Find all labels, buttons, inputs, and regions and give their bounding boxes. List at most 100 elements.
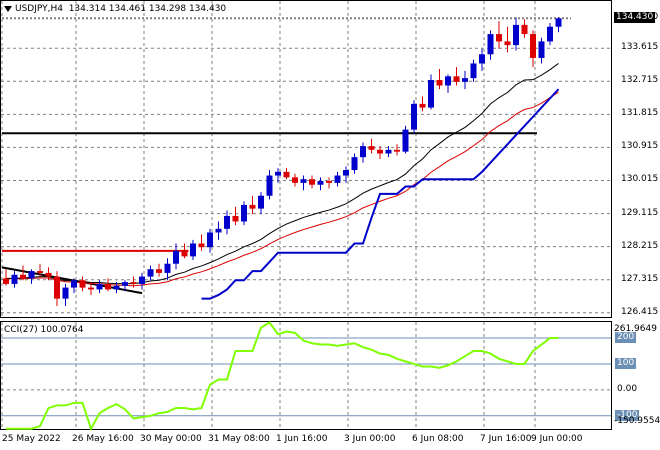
candle-body (292, 177, 298, 183)
candle-body (538, 41, 545, 58)
current-price-tag: 134.430 (614, 12, 656, 24)
candle-body (249, 204, 256, 209)
x-tick-label: 6 Jun 08:00 (412, 434, 464, 444)
symbol-label: USDJPY,H4 (15, 4, 63, 14)
candle-body (11, 274, 18, 284)
candle-body (122, 282, 128, 286)
candle-body (479, 54, 485, 64)
cci-line (6, 321, 559, 432)
candle-body (164, 263, 171, 273)
candle-body (300, 179, 307, 183)
candle-body (207, 232, 213, 248)
chart-title: USDJPY,H4 134.314 134.461 134.298 134.43… (4, 4, 226, 14)
candle-body (54, 276, 60, 299)
candle-body (139, 276, 145, 284)
candle-body (113, 285, 120, 290)
candle-body (521, 24, 528, 35)
candle-body (343, 170, 349, 176)
candle-body (96, 283, 103, 290)
y-tick-label: 131.815 (621, 108, 659, 119)
candle-body (215, 228, 222, 233)
candle-body (232, 215, 239, 222)
y-tick-label: 130.015 (621, 174, 659, 185)
candle-body (45, 272, 52, 277)
candle-body (470, 63, 477, 79)
cci-min-label: -150.9554 (614, 416, 660, 426)
candle-body (513, 24, 519, 46)
candle-body (79, 280, 86, 288)
x-tick-label: 25 May 2022 (2, 434, 61, 444)
candle-body (266, 175, 273, 196)
cci-max-label: 261.9649 (614, 324, 657, 334)
y-tick-label: 129.115 (621, 207, 659, 218)
cci-level-label: -100 (615, 409, 640, 421)
candle-body (547, 26, 553, 42)
price-chart-pane[interactable] (0, 0, 612, 318)
candle-body (130, 282, 137, 284)
candle-body (309, 179, 315, 185)
candle-body (334, 175, 341, 183)
candle-body (360, 146, 366, 158)
y-tick-label: 130.915 (621, 141, 659, 152)
candle-body (181, 250, 188, 257)
y-tick-label: 132.715 (621, 75, 659, 86)
candle-body (71, 280, 77, 288)
candle-body (3, 278, 9, 284)
cci-title: CCI(27) 100.0764 (4, 325, 84, 335)
candle-body (88, 287, 94, 290)
cci-level-label: 100 (615, 357, 637, 369)
x-tick-label: 26 May 16:00 (72, 434, 134, 444)
cci-level-label: 0.00 (617, 383, 638, 394)
y-tick-label: 128.215 (621, 240, 659, 251)
candle-body (241, 204, 247, 222)
candle-body (436, 80, 443, 86)
candle-body (326, 181, 332, 183)
y-tick-label: 127.315 (621, 273, 659, 284)
candle-body (147, 269, 154, 277)
candle-body (198, 243, 205, 248)
cci-label: CCI(27) 100.0764 (4, 325, 84, 335)
candle-body (411, 103, 417, 130)
candle-body (555, 18, 562, 27)
candle-body (377, 149, 383, 154)
y-tick-label: 126.415 (621, 306, 659, 317)
candle-body (368, 146, 375, 150)
candle-body (530, 34, 536, 58)
candle-body (385, 149, 392, 154)
x-tick-label: 7 Jun 16:00 (480, 434, 532, 444)
candle-body (453, 76, 460, 82)
candle-body (283, 171, 290, 178)
x-tick-label: 1 Jun 16:00 (276, 434, 328, 444)
candle-body (173, 250, 179, 264)
candle-body (20, 274, 26, 279)
candle-body (394, 149, 400, 152)
ema-fast-line (6, 63, 559, 285)
candle-body (224, 215, 230, 229)
ohlc-label: 134.314 134.461 134.298 134.430 (68, 4, 227, 14)
candle-body (351, 157, 358, 171)
x-tick-label: 9 Jun 00:00 (531, 434, 583, 444)
candle-body (496, 34, 502, 42)
x-tick-label: 3 Jun 00:00 (344, 434, 396, 444)
ema-slow-line (5, 91, 559, 287)
candle-body (275, 171, 281, 176)
candle-body (62, 287, 69, 299)
candle-body (504, 41, 511, 46)
candle-body (428, 80, 434, 108)
candle-body (445, 76, 451, 86)
candle-body (190, 243, 196, 257)
candle-body (402, 129, 409, 152)
candle-body (37, 271, 43, 273)
cci-level-label: 200 (615, 332, 637, 344)
x-tick-label: 31 May 08:00 (208, 434, 270, 444)
candle-body (28, 271, 35, 279)
candle-body (419, 103, 426, 108)
candle-body (156, 269, 162, 273)
trailing-stop-line (201, 88, 560, 300)
candle-body (317, 181, 324, 185)
x-tick-label: 30 May 00:00 (140, 434, 202, 444)
candle-body (487, 34, 494, 55)
dropdown-triangle-icon[interactable] (4, 5, 12, 12)
candle-body (105, 283, 111, 290)
